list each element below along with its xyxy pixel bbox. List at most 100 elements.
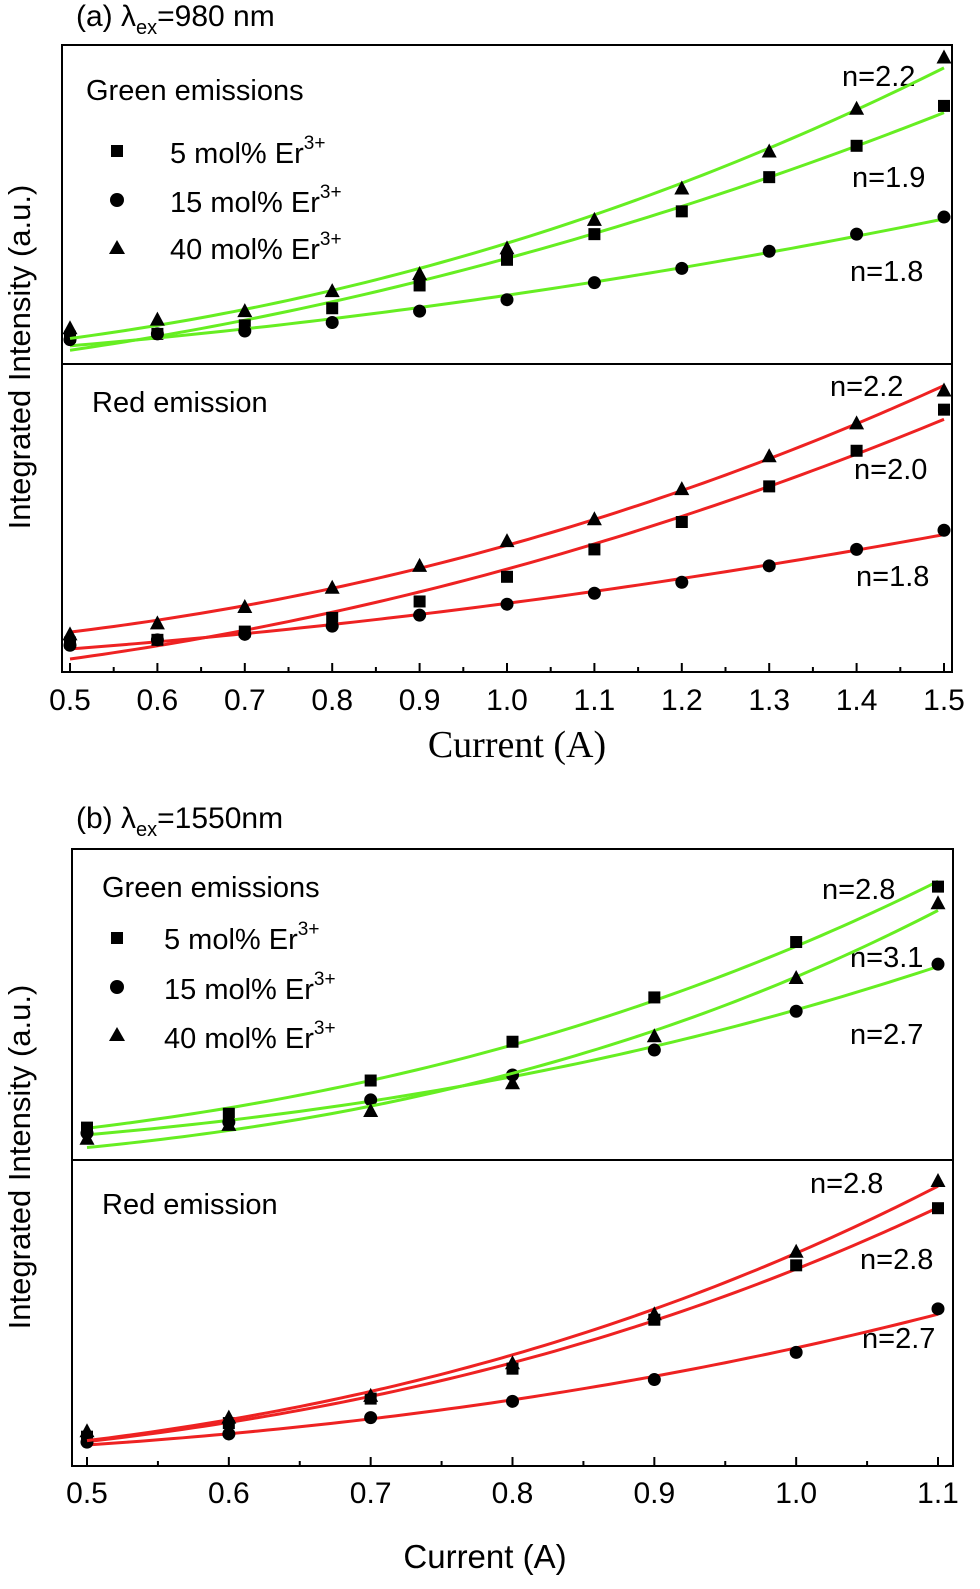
data-point-square <box>938 403 950 416</box>
data-point-circle <box>238 627 252 641</box>
data-point-triangle <box>62 626 78 641</box>
data-point-triangle <box>499 240 515 255</box>
panel-b-x-ticks: 0.5 0.6 0.7 0.8 0.9 1.0 1.1 <box>66 1457 959 1510</box>
data-point-circle <box>850 227 864 241</box>
panel-a-heading: (a) λex=980 nm <box>76 0 275 39</box>
panel-a-green-title: Green emissions <box>86 75 304 107</box>
legend-label-40mol: 40 mol% Er <box>164 1023 314 1055</box>
data-point-circle <box>413 608 427 622</box>
panel-a-red-plot <box>62 382 952 661</box>
legend-label-5mol: 5 mol% Er <box>164 924 298 956</box>
data-point-triangle <box>586 211 602 226</box>
data-point-circle <box>762 559 776 573</box>
data-point-triangle <box>324 579 340 594</box>
data-point-square <box>763 171 776 184</box>
data-point-square <box>938 99 950 112</box>
x-tick-label: 0.5 <box>49 684 91 717</box>
n-label: n=1.9 <box>852 162 925 194</box>
panel-a-lambda-subscript: ex <box>136 17 157 39</box>
n-label: n=2.8 <box>822 874 895 906</box>
data-point-circle <box>325 316 339 329</box>
panel-a-legend: 5 mol% Er3+ 15 mol% Er3+ 40 mol% Er 3+ <box>109 133 342 266</box>
data-point-circle <box>80 1435 94 1449</box>
panel-b-x-axis-label: Current (A) <box>403 1538 566 1575</box>
legend-triangle-marker <box>109 240 125 254</box>
data-point-triangle <box>788 1243 804 1258</box>
x-tick-label: 0.6 <box>137 684 179 717</box>
x-tick-label: 0.8 <box>492 1477 534 1510</box>
data-point-triangle <box>505 1355 520 1370</box>
x-tick-label: 0.6 <box>208 1477 250 1510</box>
data-point-circle <box>931 957 945 971</box>
legend-square-marker <box>111 932 123 944</box>
n-label: n=2.7 <box>862 1323 935 1355</box>
data-point-triangle <box>936 382 952 397</box>
data-point-triangle <box>849 100 865 115</box>
data-point-triangle <box>505 1075 520 1090</box>
data-point-circle <box>850 542 864 556</box>
data-point-triangle <box>849 415 865 430</box>
data-point-square <box>790 936 803 949</box>
panel-a: (a) λex=980 nm Green emissions Red emiss… <box>2 0 965 766</box>
n-label: n=2.7 <box>850 1019 923 1051</box>
data-point-square <box>501 570 513 583</box>
panel-a-y-axis-label: Integrated Intensity (a.u.) <box>2 185 37 530</box>
data-point-circle <box>675 575 689 589</box>
data-point-triangle <box>149 311 165 326</box>
n-label: n=2.8 <box>860 1244 933 1276</box>
data-point-triangle <box>499 533 515 548</box>
data-point-square <box>790 1259 803 1272</box>
data-point-triangle <box>412 557 428 572</box>
legend-entry-5mol: 5 mol% Er3+ <box>170 133 325 170</box>
data-point-triangle <box>237 598 253 613</box>
data-point-circle <box>63 333 77 347</box>
data-point-circle <box>789 1004 803 1018</box>
panel-a-lambda-symbol: λ <box>121 0 136 33</box>
data-point-square <box>850 139 863 152</box>
legend-entry-15mol: 15 mol% Er3+ <box>164 969 336 1006</box>
x-tick-label: 1.1 <box>574 684 616 717</box>
data-point-triangle <box>761 448 777 463</box>
legend-sup-15mol: 3+ <box>314 969 336 990</box>
data-point-circle <box>762 244 776 258</box>
data-point-triangle <box>646 1306 662 1321</box>
x-tick-label: 0.9 <box>633 1477 675 1510</box>
x-tick-label: 1.4 <box>836 684 878 717</box>
legend-entry-15mol: 15 mol% Er3+ <box>170 182 342 219</box>
data-point-triangle <box>936 49 952 64</box>
data-point-triangle <box>363 1387 379 1402</box>
data-point-circle <box>647 1043 661 1057</box>
panel-a-x-ticks: 0.5 0.6 0.7 0.8 0.9 1.0 1.1 1.2 1.3 1.4 1.5 <box>49 663 965 717</box>
data-point-circle <box>587 586 601 600</box>
data-point-square <box>763 480 776 493</box>
data-point-square <box>588 228 601 241</box>
panel-b-label: (b) <box>76 802 121 835</box>
data-point-circle <box>150 327 164 341</box>
legend-sup-5mol: 3+ <box>304 133 326 154</box>
panel-b: (b) λex=1550nm Green emissions Red emiss… <box>2 802 959 1575</box>
n-label: n=2.8 <box>810 1168 883 1200</box>
data-point-triangle <box>149 615 165 630</box>
data-point-circle <box>937 210 951 224</box>
legend-label-40mol: 40 mol% Er <box>170 234 320 266</box>
legend-entry-5mol: 5 mol% Er3+ <box>164 919 319 956</box>
data-point-circle <box>789 1345 803 1359</box>
x-tick-label: 1.2 <box>661 684 703 717</box>
data-point-triangle <box>221 1116 237 1131</box>
panel-a-green-plot <box>62 49 952 352</box>
data-point-square <box>648 991 661 1004</box>
data-point-triangle <box>237 303 253 318</box>
data-point-square <box>675 205 688 218</box>
legend-circle-marker <box>110 980 124 994</box>
panel-a-x-axis-label: Current (A) <box>428 724 606 766</box>
x-tick-label: 0.7 <box>224 684 266 717</box>
data-point-square <box>588 543 601 556</box>
data-point-circle <box>587 276 601 290</box>
x-tick-label: 1.0 <box>486 684 528 717</box>
data-point-triangle <box>930 895 946 910</box>
data-point-circle <box>63 638 77 652</box>
data-point-circle <box>364 1093 378 1107</box>
x-tick-label: 1.0 <box>775 1477 817 1510</box>
legend-label-15mol: 15 mol% Er <box>164 974 314 1006</box>
